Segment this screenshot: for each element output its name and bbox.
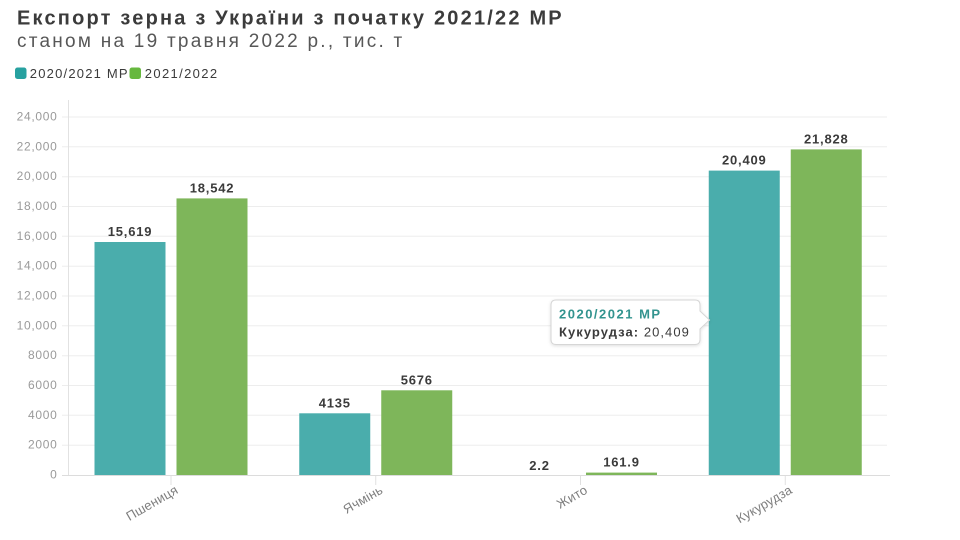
svg-text:4000: 4000 [28, 408, 58, 422]
svg-text:18,000: 18,000 [17, 199, 58, 213]
svg-text:2000: 2000 [28, 438, 58, 452]
svg-text:18,542: 18,542 [190, 180, 235, 195]
svg-text:24,000: 24,000 [17, 110, 58, 124]
svg-text:10,000: 10,000 [17, 318, 58, 332]
svg-text:12,000: 12,000 [17, 289, 58, 303]
svg-text:15,619: 15,619 [108, 224, 153, 239]
svg-text:20,409: 20,409 [722, 153, 767, 168]
svg-text:14,000: 14,000 [17, 259, 58, 273]
svg-text:Експорт зерна з України з поча: Експорт зерна з України з початку 2021/2… [17, 8, 564, 30]
svg-text:2020/2021 МР: 2020/2021 МР [559, 307, 662, 322]
svg-text:161.9: 161.9 [603, 455, 640, 470]
svg-text:0: 0 [50, 468, 57, 482]
svg-text:2021/2022: 2021/2022 [145, 66, 219, 81]
svg-text:21,828: 21,828 [804, 131, 849, 146]
svg-text:16,000: 16,000 [17, 229, 58, 243]
svg-text:2020/2021 МР: 2020/2021 МР [30, 66, 129, 81]
svg-text:8000: 8000 [28, 348, 58, 362]
svg-text:Кукурудза: 20,409: Кукурудза: 20,409 [559, 325, 690, 340]
svg-text:4135: 4135 [319, 395, 351, 410]
svg-text:2.2: 2.2 [529, 458, 549, 473]
svg-text:6000: 6000 [28, 378, 58, 392]
svg-text:станом на 19 травня 2022 р., т: станом на 19 травня 2022 р., тис. т [17, 31, 404, 52]
svg-text:22,000: 22,000 [17, 139, 58, 153]
svg-text:5676: 5676 [401, 372, 433, 387]
svg-text:20,000: 20,000 [17, 169, 58, 183]
